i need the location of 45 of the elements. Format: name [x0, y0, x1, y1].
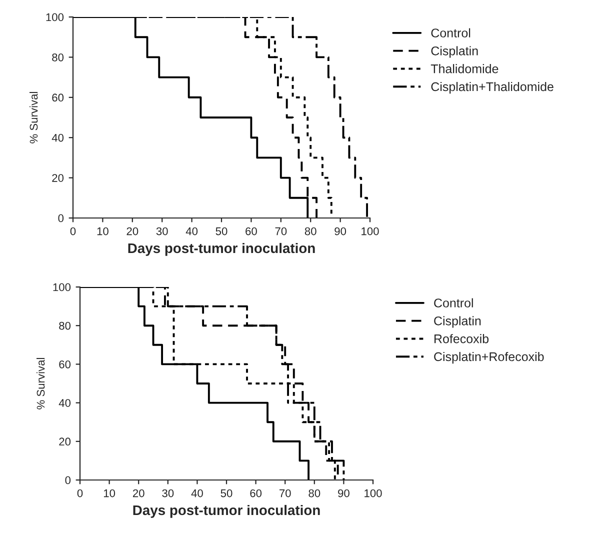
x-tick-label: 30 [156, 227, 168, 236]
legend-label: Cisplatin+Rofecoxib [434, 352, 544, 364]
y-axis-title: % Survival [36, 358, 45, 410]
x-tick-label: 20 [126, 227, 138, 236]
x-tick-label: 10 [97, 227, 108, 236]
x-axis-title: Days post-tumor inoculation [128, 242, 315, 256]
x-tick-label: 60 [246, 227, 257, 236]
x-tick-label: 30 [162, 489, 174, 498]
legend-label: Rofecoxib [434, 334, 489, 344]
legend-label: Cisplatin [434, 316, 481, 328]
x-tick-label: 100 [364, 489, 382, 498]
y-tick-label: 0 [65, 476, 71, 484]
x-tick-label: 90 [334, 227, 346, 236]
legend-label: Thalidomide [430, 64, 498, 74]
x-tick-label: 80 [304, 227, 316, 236]
x-tick-label: 50 [216, 227, 228, 236]
legend-label: Control [431, 28, 470, 38]
y-tick-label: 60 [59, 360, 71, 368]
x-tick-label: 60 [250, 489, 262, 498]
y-tick-label: 60 [52, 94, 64, 102]
y-axis-title: % Survival [30, 92, 38, 144]
x-tick-label: 50 [220, 489, 232, 498]
x-tick-label: 40 [186, 227, 198, 236]
y-tick-label: 40 [58, 399, 71, 407]
x-tick-label: 20 [132, 489, 144, 498]
x-tick-label: 90 [338, 489, 350, 498]
x-tick-label: 70 [275, 227, 287, 236]
y-tick-label: 100 [46, 13, 64, 22]
x-tick-label: 0 [77, 489, 83, 498]
x-tick-label: 10 [104, 489, 116, 498]
x-axis-title: Days post-tumor inoculation [133, 504, 320, 518]
x-tick-label: 100 [362, 227, 379, 236]
y-tick-label: 40 [52, 134, 64, 142]
legend-label: Cisplatin [431, 46, 478, 58]
y-tick-label: 100 [53, 283, 71, 292]
y-tick-label: 20 [52, 174, 64, 182]
y-tick-label: 20 [59, 438, 71, 446]
y-tick-label: 0 [58, 214, 64, 222]
legend-label: Cisplatin+Thalidomide [431, 82, 554, 94]
x-tick-label: 70 [279, 489, 291, 498]
x-tick-label: 40 [191, 489, 203, 498]
y-tick-label: 80 [52, 53, 64, 62]
y-tick-label: 80 [59, 322, 71, 330]
x-tick-label: 80 [308, 489, 320, 498]
legend-label: Control [434, 298, 473, 308]
